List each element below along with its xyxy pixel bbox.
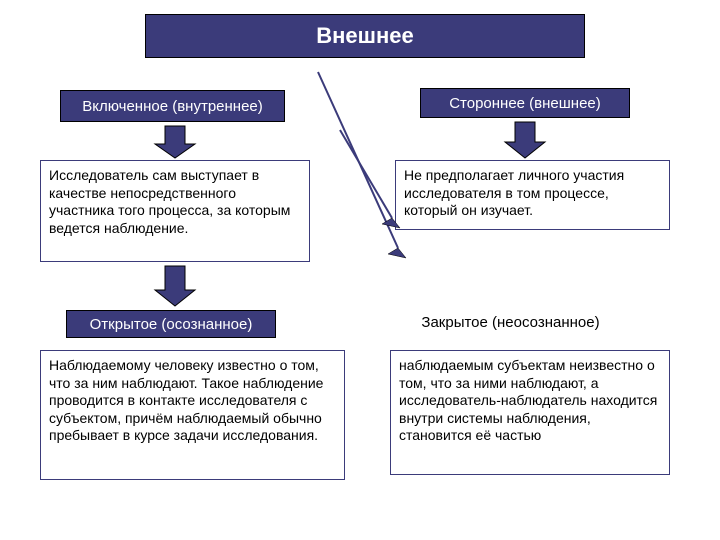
arrow-down-icon xyxy=(155,266,195,306)
arrows-layer xyxy=(0,0,720,540)
arrow-diag-icon xyxy=(318,72,406,258)
arrow-down-icon xyxy=(155,126,195,158)
arrow-down-icon xyxy=(505,122,545,158)
arrow-diag-icon xyxy=(340,130,400,228)
